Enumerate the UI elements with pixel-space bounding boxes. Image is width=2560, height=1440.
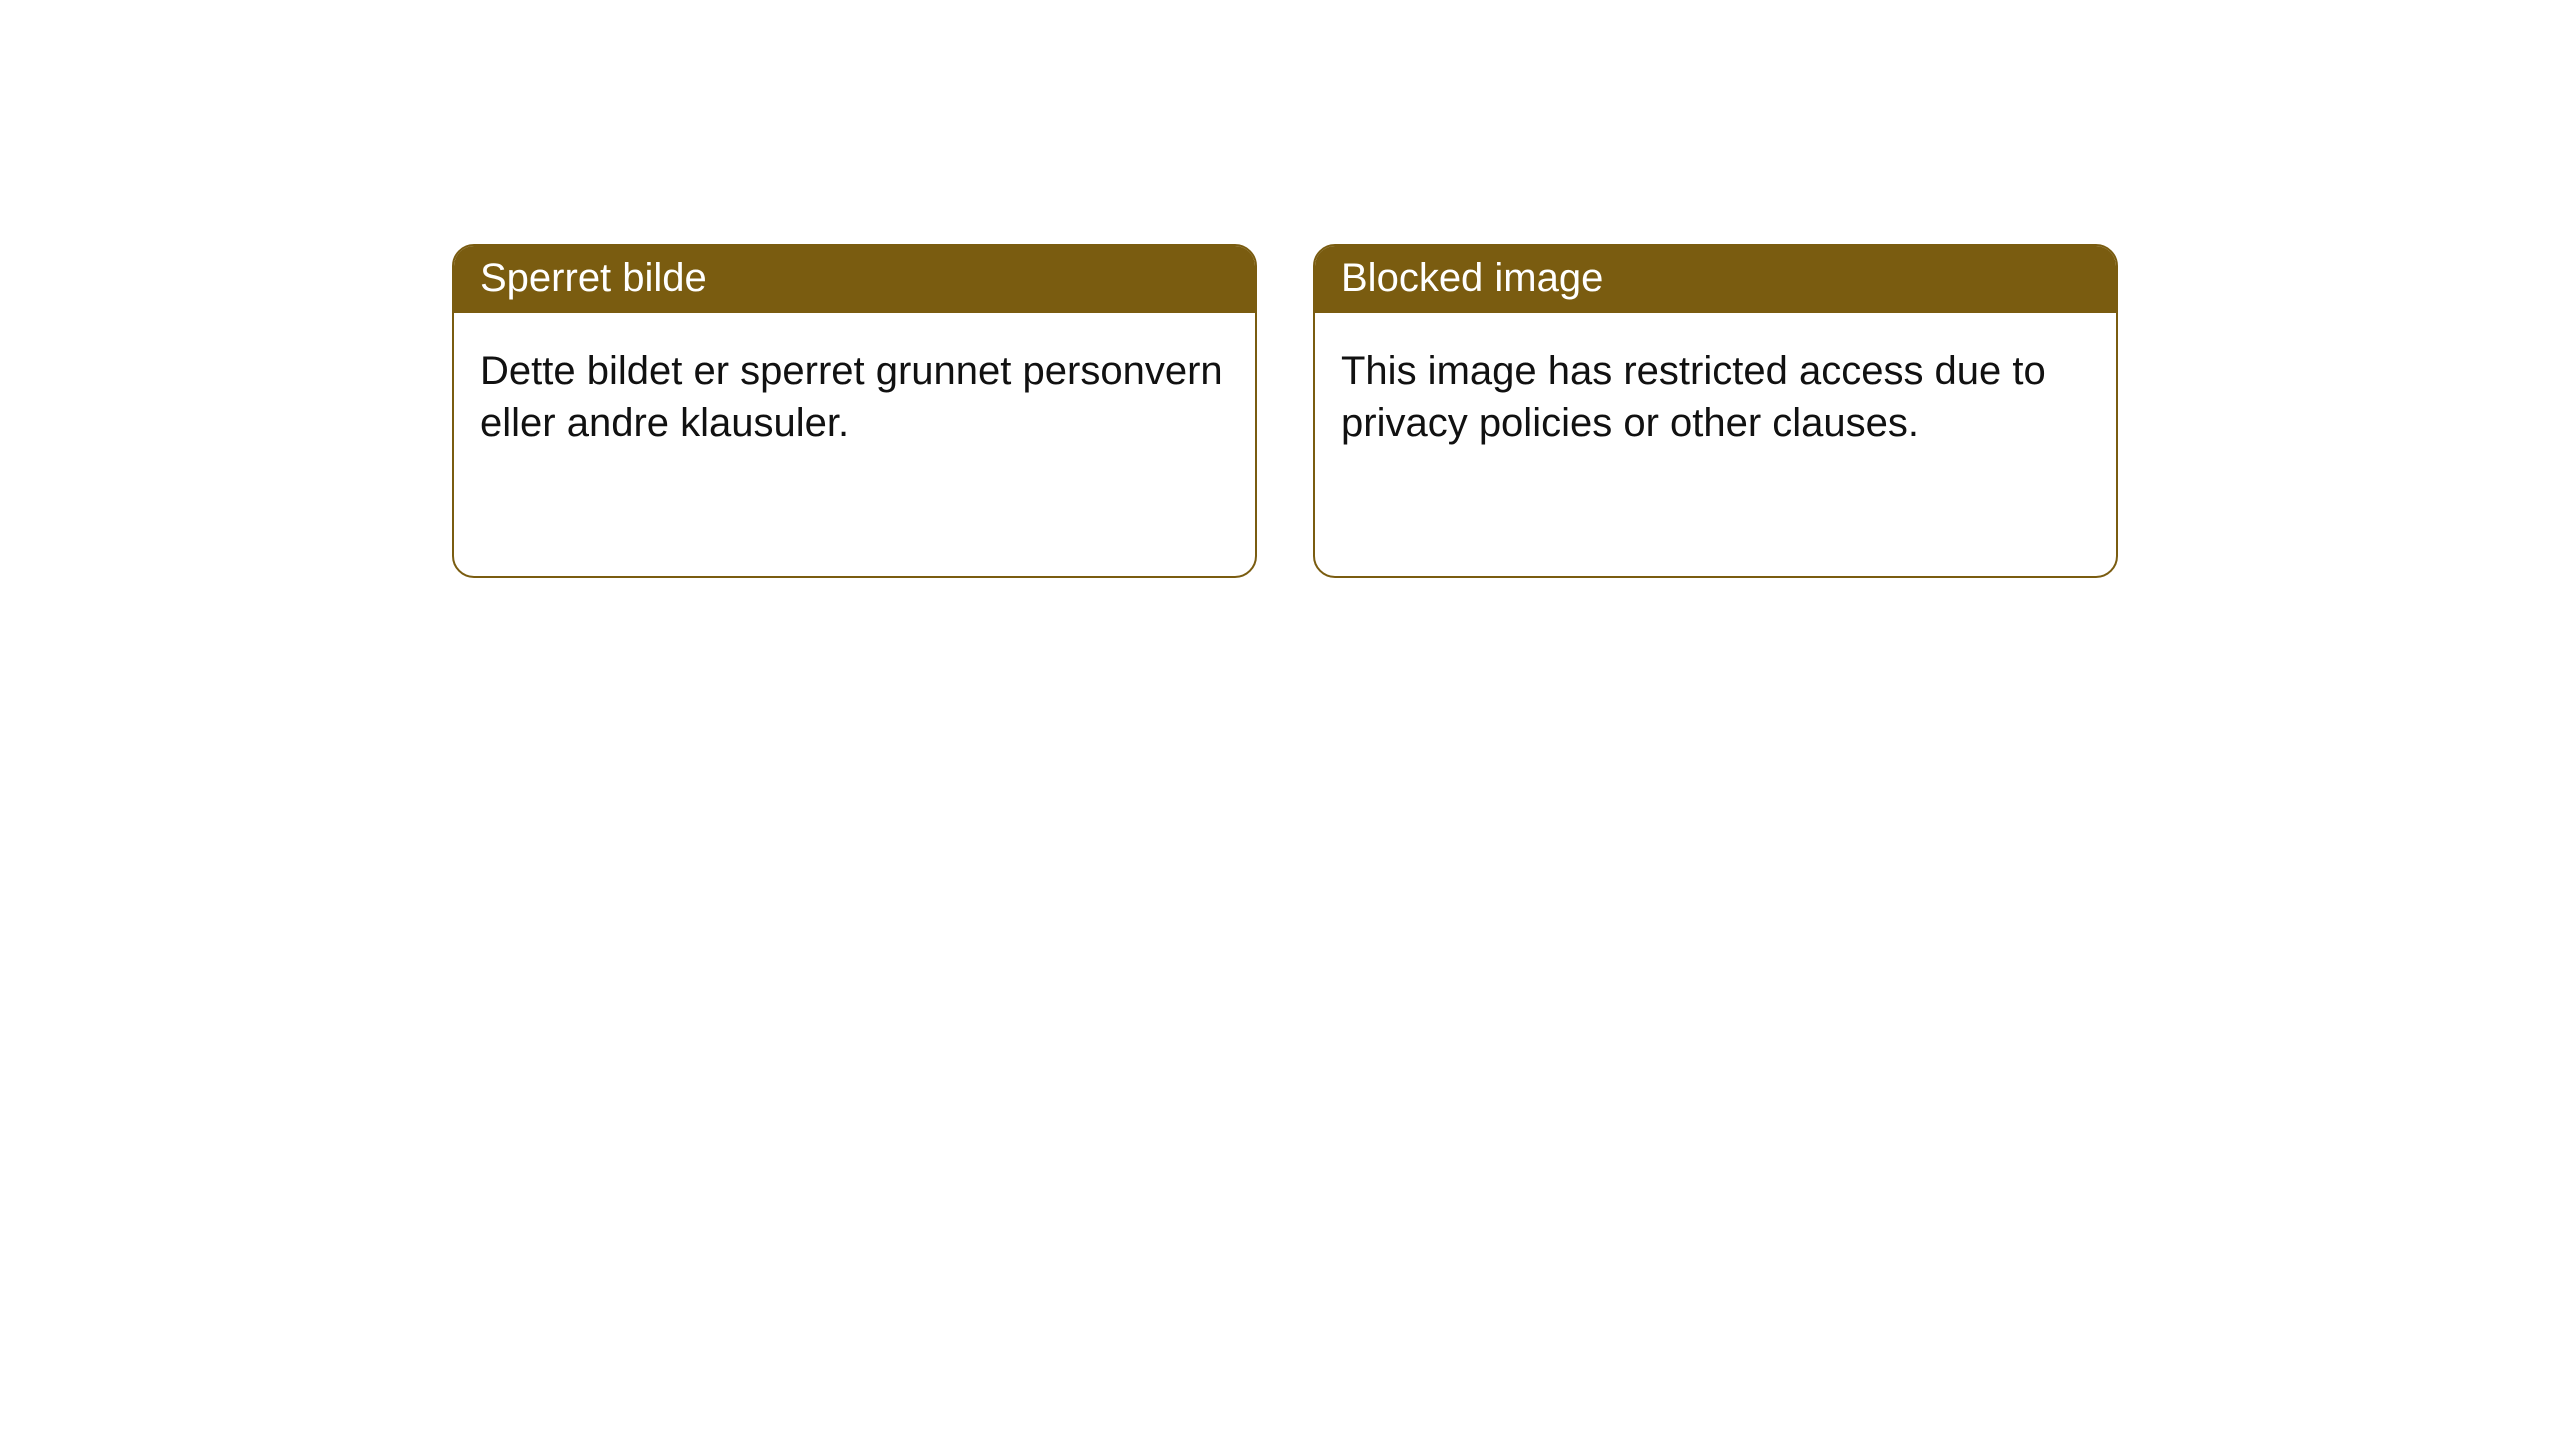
notice-card-english: Blocked image This image has restricted … xyxy=(1313,244,2118,578)
notice-card-title: Blocked image xyxy=(1315,246,2116,313)
notice-card-title: Sperret bilde xyxy=(454,246,1255,313)
notice-card-body: Dette bildet er sperret grunnet personve… xyxy=(454,313,1255,475)
notice-card-norwegian: Sperret bilde Dette bildet er sperret gr… xyxy=(452,244,1257,578)
notice-container: Sperret bilde Dette bildet er sperret gr… xyxy=(0,0,2560,578)
notice-card-body: This image has restricted access due to … xyxy=(1315,313,2116,475)
